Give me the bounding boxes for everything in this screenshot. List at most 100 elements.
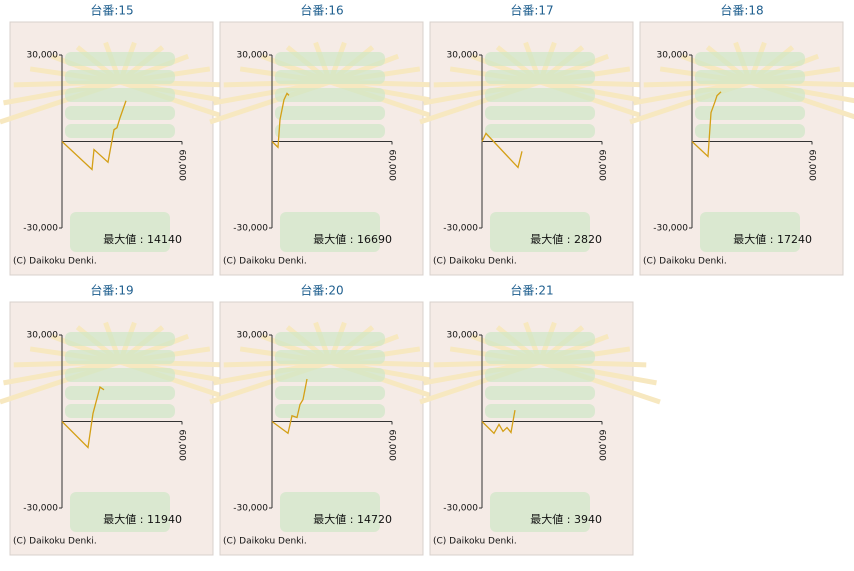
decor-box — [65, 368, 175, 382]
data-line — [271, 378, 308, 435]
chart-panel: 台番:20 -30,000 30,000 60,000 最大値 : 14720 (C) D… — [209, 283, 451, 556]
chart-panel: 台番:18 -30,000 30,000 60,000 最大値 : 17240 (C) D… — [629, 3, 854, 276]
chart-panel: 台番:19 -30,000 30,000 60,000 最大値 : 11940 (C) D… — [0, 283, 241, 556]
y-tick-label: 30,000 — [657, 51, 689, 61]
max-value: 最大値 : 11940 — [103, 512, 182, 526]
decor-tray — [490, 212, 590, 252]
credit: (C) Daikoku Denki. — [433, 257, 517, 267]
y-tick-label: -30,000 — [653, 224, 688, 234]
decor-box — [275, 70, 385, 84]
decor-box — [65, 350, 175, 364]
decor-box — [275, 124, 385, 138]
decor-box — [485, 70, 595, 84]
decor-box — [275, 368, 385, 382]
decor-tray — [280, 492, 380, 532]
credit: (C) Daikoku Denki. — [433, 537, 517, 547]
credit: (C) Daikoku Denki. — [223, 537, 307, 547]
decor-box — [65, 70, 175, 84]
decor-box — [695, 88, 805, 102]
decor-tray — [70, 212, 170, 252]
max-value: 最大値 : 3940 — [530, 512, 602, 526]
decor-tray — [280, 212, 380, 252]
decor-box — [485, 88, 595, 102]
x-tick-label: 60,000 — [387, 150, 397, 182]
chart-panel: 台番:15 -30,000 30,000 60,000 最大値 : 14140 (C) D… — [0, 3, 241, 276]
data-line — [481, 410, 516, 435]
chart-title: 台番:17 — [510, 3, 553, 18]
data-line — [61, 386, 105, 449]
y-tick-label: 30,000 — [237, 51, 269, 61]
decor-ray — [749, 79, 854, 104]
credit: (C) Daikoku Denki. — [223, 257, 307, 267]
data-line — [481, 132, 523, 169]
decor-box — [65, 332, 175, 346]
max-value: 最大値 : 14140 — [103, 232, 182, 246]
max-value: 最大値 : 2820 — [530, 232, 602, 246]
decor-box — [695, 52, 805, 66]
credit: (C) Daikoku Denki. — [13, 537, 97, 547]
chart-title: 台番:19 — [90, 283, 133, 298]
y-tick-label: 30,000 — [27, 331, 59, 341]
decor-ray — [119, 79, 237, 106]
y-tick-label: -30,000 — [443, 224, 478, 234]
y-tick-label: -30,000 — [23, 224, 58, 234]
decor-box — [65, 88, 175, 102]
decor-ray — [539, 359, 657, 386]
y-tick-label: -30,000 — [23, 504, 58, 514]
chart-panel: 台番:16 -30,000 30,000 60,000 最大値 : 16690 (C) D… — [209, 3, 451, 276]
decor-box — [65, 106, 175, 120]
max-value: 最大値 : 14720 — [313, 512, 392, 526]
max-value: 最大値 : 16690 — [313, 232, 392, 246]
credit: (C) Daikoku Denki. — [643, 257, 727, 267]
x-tick-label: 60,000 — [177, 150, 187, 182]
chart-title: 台番:21 — [510, 283, 553, 298]
chart-title: 台番:15 — [90, 3, 133, 18]
decor-box — [485, 350, 595, 364]
decor-tray — [700, 212, 800, 252]
chart-panel: 台番:17 -30,000 30,000 60,000 最大値 : 2820 (C) Da… — [419, 3, 661, 276]
decor-tray — [490, 492, 590, 532]
decor-box — [275, 386, 385, 400]
y-tick-label: 30,000 — [447, 331, 479, 341]
decor-tray — [70, 492, 170, 532]
chart-title: 台番:16 — [300, 3, 343, 18]
data-line — [691, 91, 722, 158]
decor-box — [485, 404, 595, 418]
decor-box — [65, 386, 175, 400]
decor-box — [485, 368, 595, 382]
decor-box — [65, 124, 175, 138]
x-tick-label: 60,000 — [177, 430, 187, 462]
max-value: 最大値 : 17240 — [733, 232, 812, 246]
decor-box — [695, 70, 805, 84]
x-tick-label: 60,000 — [597, 430, 607, 462]
x-tick-label: 60,000 — [807, 150, 817, 182]
data-line — [271, 92, 290, 149]
chart-panel: 台番:21 -30,000 30,000 60,000 最大値 : 3940 (C) Da… — [419, 283, 661, 556]
decor-ray — [329, 359, 447, 386]
x-tick-label: 60,000 — [387, 430, 397, 462]
decor-box — [275, 404, 385, 418]
y-tick-label: -30,000 — [233, 504, 268, 514]
decor-box — [485, 106, 595, 120]
decor-box — [275, 88, 385, 102]
decor-box — [275, 350, 385, 364]
x-tick-label: 60,000 — [597, 150, 607, 182]
chart-title: 台番:20 — [300, 283, 343, 298]
decor-ray — [539, 79, 657, 106]
y-tick-label: 30,000 — [27, 51, 59, 61]
decor-ray — [329, 79, 447, 106]
y-tick-label: 30,000 — [237, 331, 269, 341]
data-line — [61, 100, 127, 171]
credit: (C) Daikoku Denki. — [13, 257, 97, 267]
decor-box — [275, 106, 385, 120]
decor-box — [695, 106, 805, 120]
y-tick-label: -30,000 — [443, 504, 478, 514]
decor-box — [485, 52, 595, 66]
decor-box — [65, 404, 175, 418]
chart-title: 台番:18 — [720, 3, 763, 18]
decor-box — [485, 332, 595, 346]
decor-box — [695, 124, 805, 138]
decor-box — [485, 124, 595, 138]
decor-box — [485, 386, 595, 400]
